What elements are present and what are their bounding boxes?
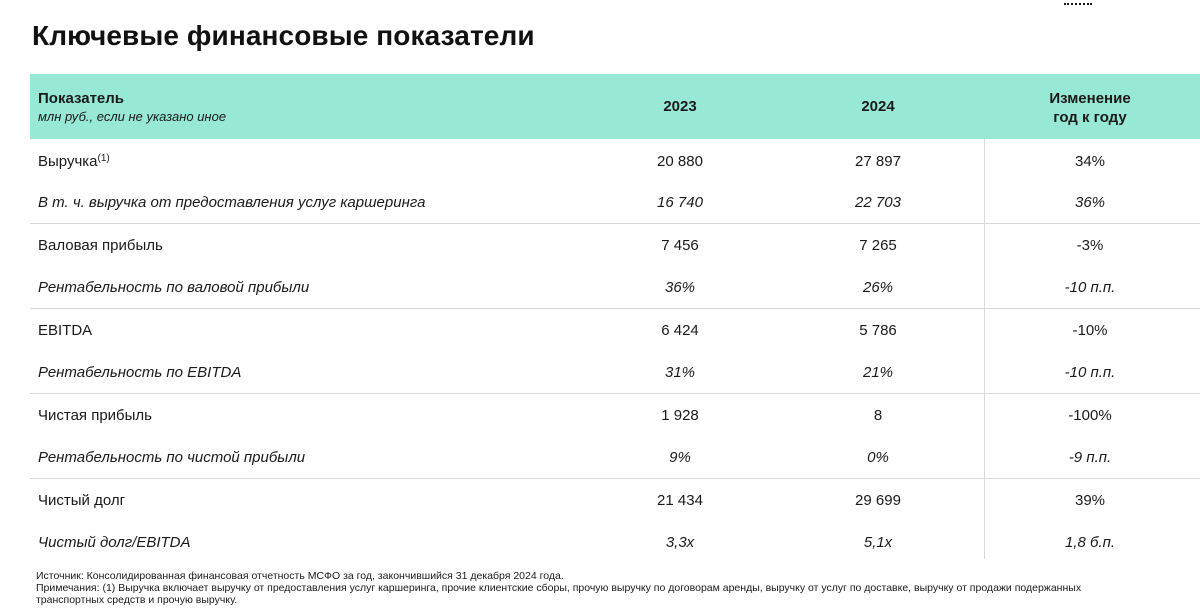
row-label-text: Выручка [38,153,98,170]
value-2024: 8 [873,407,883,424]
value-2024: 21% [862,364,894,381]
top-edge-mark [1064,0,1092,5]
header-indicator-cell: Показатель млн руб., если не указано ино… [38,90,226,125]
row-label: Чистый долг/EBITDA [38,534,191,551]
row-label: EBITDA [38,322,93,339]
table-row: Чистый долг 21 434 29 699 39% [30,478,1200,521]
value-change: -10% [1072,322,1108,339]
value-2024: 29 699 [855,492,901,509]
table-row: Чистая прибыль 1 928 8 -100% [30,393,1200,436]
page-title: Ключевые финансовые показатели [32,20,535,51]
footnotes: Источник: Консолидированная финансовая о… [36,570,1146,606]
value-2024: 0% [867,449,889,466]
header-change: Изменение год к году [1020,89,1160,127]
table-row: В т. ч. выручка от предоставления услуг … [30,181,1200,223]
value-2023: 1 928 [661,407,699,424]
value-change: 36% [1074,194,1106,211]
value-2023: 21 434 [657,492,703,509]
value-change: -10 п.п. [1064,364,1116,381]
row-label: Рентабельность по EBITDA [38,364,242,381]
table-row: EBITDA 6 424 5 786 -10% [30,308,1200,351]
value-2024: 26% [862,279,894,296]
value-2023: 6 424 [661,322,699,339]
column-divider [984,139,985,559]
value-change: -100% [1068,407,1112,424]
header-2024: 2024 [861,98,895,115]
value-2024: 5,1x [863,534,893,551]
row-label: Выручка(1) [38,153,110,170]
footnote-ref: (1) [97,153,110,164]
financial-table: Показатель млн руб., если не указано ино… [30,74,1200,563]
footnote-source: Источник: Консолидированная финансовая о… [36,570,564,582]
table-header: Показатель млн руб., если не указано ино… [30,74,1200,139]
row-label: Рентабельность по чистой прибыли [38,449,306,466]
row-label: Чистая прибыль [38,407,152,424]
row-label: В т. ч. выручка от предоставления услуг … [38,194,426,211]
header-units-note: млн руб., если не указано иное [38,109,227,124]
row-label: Валовая прибыль [38,237,163,254]
table-row: Рентабельность по валовой прибыли 36% 26… [30,266,1200,308]
row-label: Рентабельность по валовой прибыли [38,279,310,296]
value-2023: 36% [664,279,696,296]
header-indicator-label: Показатель [38,90,125,107]
table-row: Рентабельность по EBITDA 31% 21% -10 п.п… [30,351,1200,393]
value-2023: 9% [669,449,691,466]
value-change: -9 п.п. [1068,449,1112,466]
value-2023: 16 740 [657,194,703,211]
value-change: -3% [1076,237,1104,254]
header-change-line2: год к году [1053,109,1127,126]
value-2024: 22 703 [855,194,901,211]
table-row: Чистый долг/EBITDA 3,3x 5,1x 1,8 б.п. [30,521,1200,563]
header-change-line1: Изменение [1049,90,1131,107]
value-2024: 7 265 [859,237,897,254]
table-row: Рентабельность по чистой прибыли 9% 0% -… [30,436,1200,478]
value-2023: 20 880 [657,153,703,170]
value-2023: 3,3x [665,534,695,551]
value-2024: 5 786 [859,322,897,339]
header-2023: 2023 [663,98,697,115]
value-2023: 7 456 [661,237,699,254]
footnote-note: Примечания: (1) Выручка включает выручку… [36,582,1082,606]
value-2023: 31% [664,364,696,381]
value-change: 34% [1074,153,1106,170]
value-change: 1,8 б.п. [1064,534,1116,551]
table-row: Выручка(1) 20 880 27 897 34% [30,139,1200,181]
value-change: 39% [1074,492,1106,509]
row-label: Чистый долг [38,492,126,509]
value-change: -10 п.п. [1064,279,1116,296]
table-row: Валовая прибыль 7 456 7 265 -3% [30,223,1200,266]
value-2024: 27 897 [855,153,901,170]
